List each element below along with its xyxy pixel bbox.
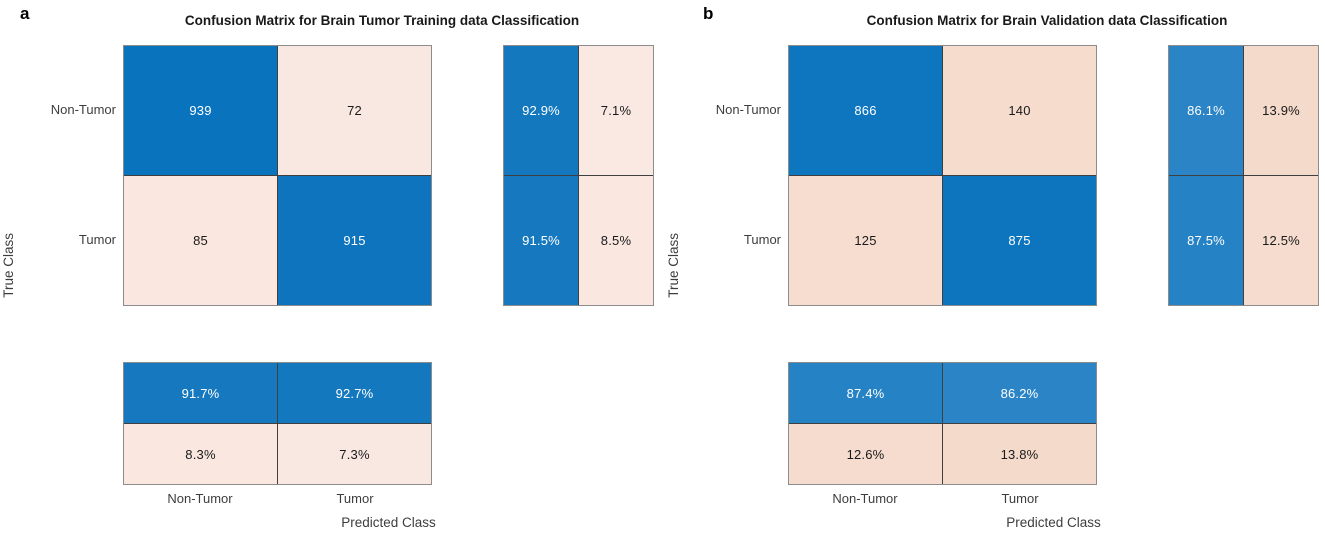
row-summary-cell: 8.5% (579, 176, 653, 305)
row-summary-matrix: 92.9% 7.1% 91.5% 8.5% (503, 45, 654, 306)
y-tick-label-non-tumor: Non-Tumor (715, 102, 781, 117)
column-summary-cell: 91.7% (124, 363, 277, 423)
panel-letter-a: a (20, 4, 30, 23)
x-tick-label-tumor: Tumor (1001, 491, 1039, 506)
column-summary-cell: 92.7% (278, 363, 431, 423)
column-summary-matrix: 87.4% 86.2% 12.6% 13.8% (788, 362, 1097, 485)
matrix-cell-false-pos-count: 140 (943, 46, 1096, 175)
row-summary-cell: 13.9% (1244, 46, 1318, 175)
row-summary-cell: 87.5% (1169, 176, 1243, 305)
matrix-cell-false-pos-count: 72 (278, 46, 431, 175)
matrix-cell-true-neg-count: 866 (789, 46, 942, 175)
matrix-cell-false-neg-count: 85 (124, 176, 277, 305)
column-summary-cell: 86.2% (943, 363, 1096, 423)
column-summary-cell: 7.3% (278, 424, 431, 484)
matrix-cell-true-neg-count: 939 (124, 46, 277, 175)
confusion-matrix-main: 939 72 85 915 (123, 45, 432, 306)
column-summary-matrix: 91.7% 92.7% 8.3% 7.3% (123, 362, 432, 485)
y-tick-label-non-tumor: Non-Tumor (50, 102, 116, 117)
row-summary-matrix: 86.1% 13.9% 87.5% 12.5% (1168, 45, 1319, 306)
row-summary-cell: 7.1% (579, 46, 653, 175)
row-summary-cell: 92.9% (504, 46, 578, 175)
row-summary-cell: 12.5% (1244, 176, 1318, 305)
column-summary-cell: 13.8% (943, 424, 1096, 484)
column-summary-cell: 12.6% (789, 424, 942, 484)
confusion-matrix-main: 866 140 125 875 (788, 45, 1097, 306)
row-summary-cell: 91.5% (504, 176, 578, 305)
x-axis-label: Predicted Class (341, 515, 436, 530)
panel-b-validation-confusion-chart: b Confusion Matrix for Brain Validation … (665, 0, 1325, 543)
column-summary-cell: 8.3% (124, 424, 277, 484)
matrix-cell-false-neg-count: 125 (789, 176, 942, 305)
matrix-cell-true-pos-count: 915 (278, 176, 431, 305)
chart-title-b: Confusion Matrix for Brain Validation da… (866, 13, 1228, 28)
x-axis-label: Predicted Class (1006, 515, 1101, 530)
panel-letter-b: b (703, 4, 714, 23)
y-tick-label-tumor: Tumor (78, 232, 116, 247)
column-summary-cell: 87.4% (789, 363, 942, 423)
x-tick-label-non-tumor: Non-Tumor (832, 491, 898, 506)
chart-title-a: Confusion Matrix for Brain Tumor Trainin… (184, 13, 580, 28)
row-summary-cell: 86.1% (1169, 46, 1243, 175)
x-tick-label-non-tumor: Non-Tumor (167, 491, 233, 506)
matrix-cell-true-pos-count: 875 (943, 176, 1096, 305)
panel-a-training-confusion-chart: a Confusion Matrix for Brain Tumor Train… (0, 0, 660, 543)
y-tick-label-tumor: Tumor (743, 232, 781, 247)
x-tick-label-tumor: Tumor (336, 491, 374, 506)
